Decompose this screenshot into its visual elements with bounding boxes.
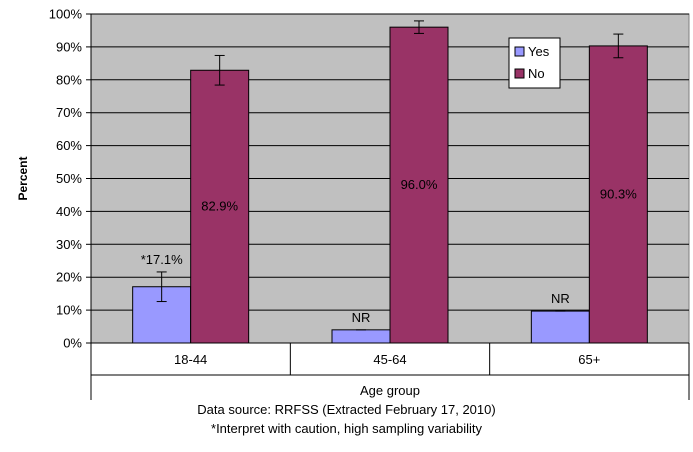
y-tick-label: 30%	[56, 237, 82, 252]
x-tick-label: 65+	[578, 352, 600, 367]
data-label: NR	[352, 310, 371, 325]
y-tick-label: 20%	[56, 270, 82, 285]
y-tick-label: 50%	[56, 171, 82, 186]
y-tick-label: 90%	[56, 39, 82, 54]
legend-swatch-yes	[514, 46, 525, 57]
x-tick-label: 45-64	[373, 352, 406, 367]
y-tick-label: 70%	[56, 105, 82, 120]
caution-note: *Interpret with caution, high sampling v…	[211, 421, 482, 436]
bar-yes	[331, 329, 391, 344]
x-tick-label: 18-44	[174, 352, 207, 367]
bar-yes	[530, 310, 590, 344]
y-tick-label: 60%	[56, 138, 82, 153]
y-tick-label: 80%	[56, 72, 82, 87]
legend-label-yes: Yes	[528, 44, 550, 59]
data-label: 82.9%	[201, 199, 238, 214]
y-tick-label: 100%	[49, 7, 83, 22]
bar-no	[588, 45, 648, 344]
data-label: 96.0%	[401, 177, 438, 192]
data-label: NR	[551, 291, 570, 306]
x-axis-title: Age group	[360, 383, 420, 398]
plot-area: 0% 10% 20% 30% 40% 50% 60% 70% 80% 90% 100% Percent…	[16, 7, 690, 405]
bar-chart: 0% 10% 20% 30% 40% 50% 60% 70% 80% 90% 100% Percent…	[16, 7, 690, 405]
y-tick-label: 0%	[63, 336, 82, 351]
bar-no	[389, 26, 449, 344]
legend-label-no: No	[528, 66, 545, 81]
bar-no	[190, 69, 250, 344]
y-axis-title: Percent	[16, 156, 30, 200]
y-tick-label: 10%	[56, 303, 82, 318]
legend-swatch-no	[514, 68, 525, 79]
data-label: 90.3%	[600, 186, 637, 201]
data-source-note: Data source: RRFSS (Extracted February 1…	[197, 402, 496, 417]
legend-box	[508, 37, 561, 89]
data-label: *17.1%	[141, 252, 183, 267]
y-tick-label: 40%	[56, 204, 82, 219]
